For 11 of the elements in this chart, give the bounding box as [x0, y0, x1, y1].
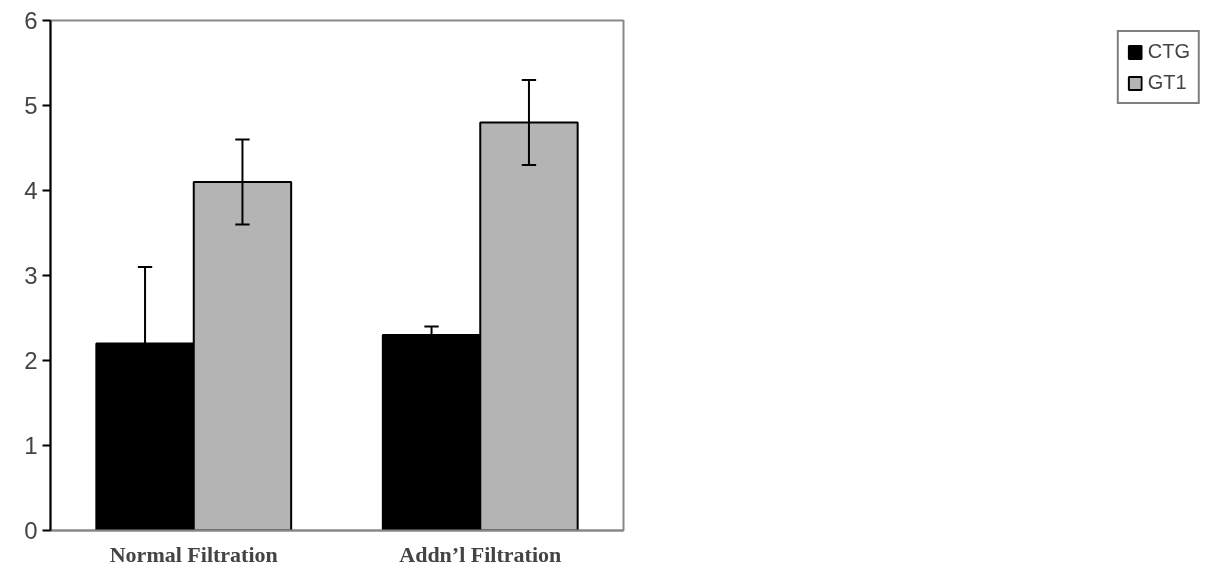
y-tick-label: 1: [24, 432, 38, 459]
y-tick-label: 3: [24, 262, 38, 289]
legend-label: GT1: [1147, 71, 1187, 94]
y-tick-label: 4: [24, 177, 38, 204]
x-tick-label: Normal Filtration: [109, 541, 278, 567]
y-tick-label: 2: [24, 347, 38, 374]
y-tick-label: 0: [24, 517, 38, 544]
x-tick-label: Addn’l Filtration: [399, 541, 562, 567]
y-tick-label: 6: [24, 7, 38, 34]
y-tick-label: 5: [24, 92, 38, 119]
legend-label: CTG: [1147, 40, 1190, 63]
